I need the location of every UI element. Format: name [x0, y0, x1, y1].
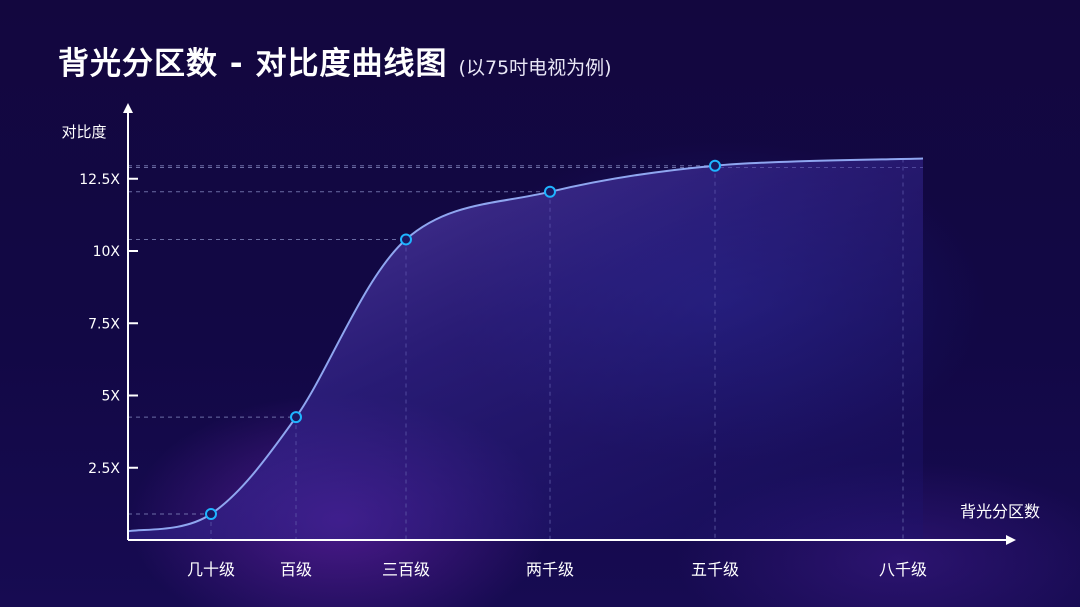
y-tick-label: 12.5X	[79, 172, 120, 188]
y-axis-label: 对比度	[61, 123, 106, 141]
page-title: 背光分区数 - 对比度曲线图 (以75吋电视为例)	[58, 38, 612, 83]
contrast-curve	[127, 157, 924, 533]
curve-area	[128, 158, 923, 540]
x-tick-label: 三百级	[382, 560, 430, 579]
y-tick-label: 7.5X	[88, 316, 120, 332]
data-points	[205, 159, 721, 520]
x-axis-arrow	[1006, 535, 1016, 545]
x-tick-label: 百级	[280, 560, 312, 579]
data-point	[544, 185, 556, 198]
x-tick-label: 五千级	[691, 560, 739, 579]
x-tick-label: 两千级	[526, 560, 574, 579]
x-tick-label: 八千级	[879, 560, 927, 579]
data-point	[290, 411, 302, 424]
chart-title: 背光分区数 - 对比度曲线图	[58, 46, 448, 82]
y-axis-arrow	[123, 103, 133, 113]
x-axis-label: 背光分区数	[960, 502, 1040, 521]
x-tick-labels: 几十级 百级 三百级 两千级 五千级 八千级	[187, 560, 927, 579]
y-ticks: 2.5X 5X 7.5X 10X 12.5X	[79, 172, 138, 477]
data-point	[709, 159, 721, 172]
y-tick-label: 5X	[102, 389, 121, 405]
data-point	[400, 233, 412, 246]
y-tick-label: 10X	[93, 244, 121, 260]
chart-subtitle: (以75吋电视为例)	[458, 57, 612, 79]
x-tick-label: 几十级	[187, 560, 235, 579]
data-point	[205, 507, 217, 520]
y-tick-label: 2.5X	[88, 461, 120, 477]
